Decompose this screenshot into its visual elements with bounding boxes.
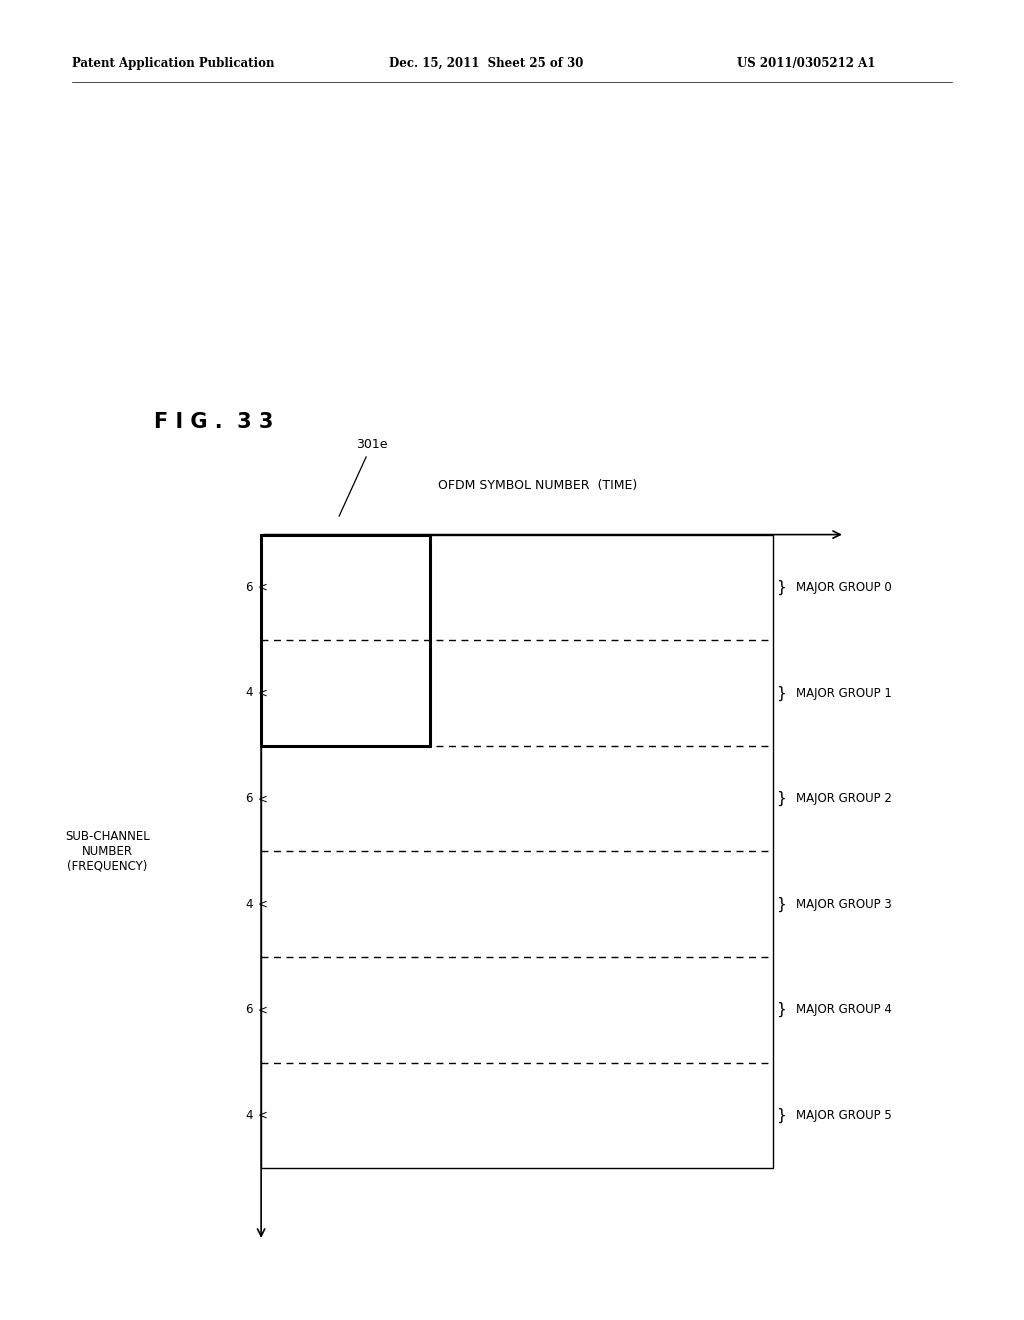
- Text: <: <: [258, 1003, 268, 1016]
- Text: 6: 6: [246, 1003, 253, 1016]
- Bar: [261, 535, 773, 1168]
- Text: 6: 6: [246, 792, 253, 805]
- Text: Dec. 15, 2011  Sheet 25 of 30: Dec. 15, 2011 Sheet 25 of 30: [389, 57, 584, 70]
- Text: }: }: [776, 579, 786, 595]
- Bar: [261, 535, 430, 746]
- Text: }: }: [776, 791, 786, 807]
- Text: 4: 4: [246, 686, 253, 700]
- Text: MAJOR GROUP 0: MAJOR GROUP 0: [796, 581, 892, 594]
- Text: }: }: [776, 896, 786, 912]
- Text: OFDM SYMBOL NUMBER  (TIME): OFDM SYMBOL NUMBER (TIME): [438, 479, 637, 492]
- Text: MAJOR GROUP 4: MAJOR GROUP 4: [796, 1003, 892, 1016]
- Text: Patent Application Publication: Patent Application Publication: [72, 57, 274, 70]
- Text: <: <: [258, 898, 268, 911]
- Text: <: <: [258, 686, 268, 700]
- Text: MAJOR GROUP 1: MAJOR GROUP 1: [796, 686, 892, 700]
- Text: 4: 4: [246, 898, 253, 911]
- Text: MAJOR GROUP 5: MAJOR GROUP 5: [796, 1109, 892, 1122]
- Text: 301e: 301e: [339, 438, 387, 516]
- Text: }: }: [776, 1107, 786, 1123]
- Text: }: }: [776, 1002, 786, 1018]
- Text: US 2011/0305212 A1: US 2011/0305212 A1: [737, 57, 876, 70]
- Text: SUB-CHANNEL
NUMBER
(FREQUENCY): SUB-CHANNEL NUMBER (FREQUENCY): [66, 830, 150, 873]
- Text: MAJOR GROUP 2: MAJOR GROUP 2: [796, 792, 892, 805]
- Text: MAJOR GROUP 3: MAJOR GROUP 3: [796, 898, 892, 911]
- Text: <: <: [258, 1109, 268, 1122]
- Text: <: <: [258, 581, 268, 594]
- Text: <: <: [258, 792, 268, 805]
- Text: F I G .  3 3: F I G . 3 3: [154, 412, 273, 433]
- Text: 6: 6: [246, 581, 253, 594]
- Text: }: }: [776, 685, 786, 701]
- Text: 4: 4: [246, 1109, 253, 1122]
